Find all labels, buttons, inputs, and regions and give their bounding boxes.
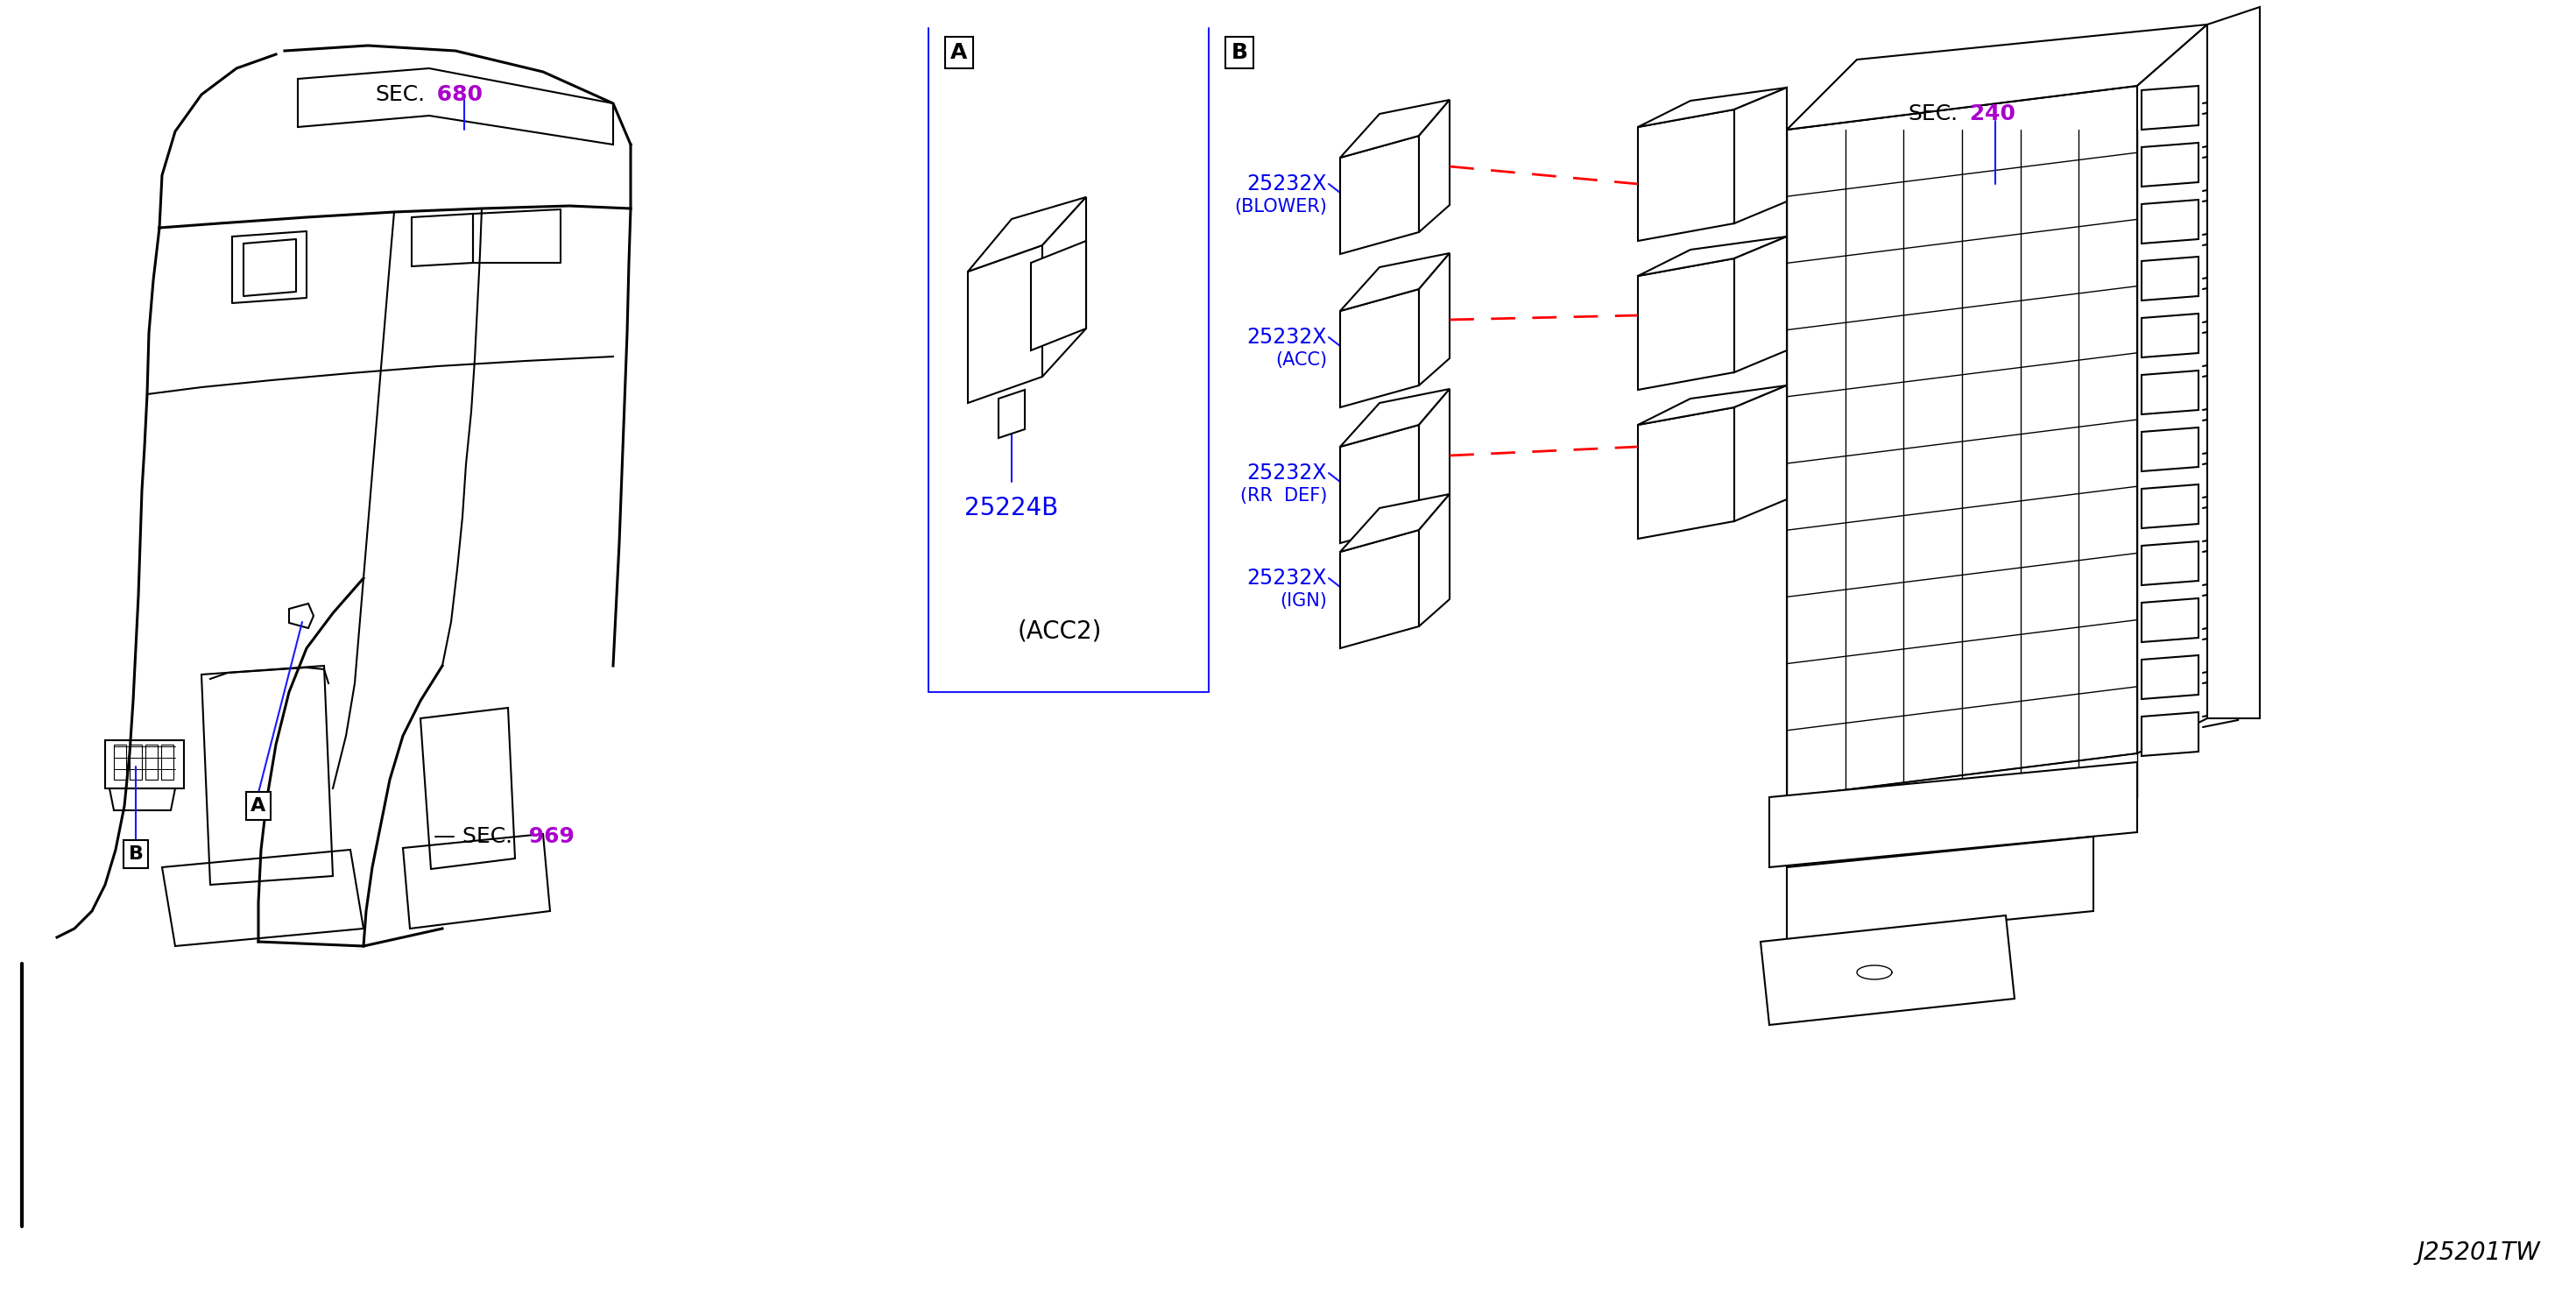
Polygon shape [1043,198,1087,377]
Polygon shape [1734,237,1788,372]
Polygon shape [2141,256,2197,300]
Polygon shape [1340,494,1450,552]
Text: (IGN): (IGN) [1280,593,1327,610]
Polygon shape [1770,762,2138,867]
Polygon shape [1419,494,1450,627]
Polygon shape [969,246,1043,403]
Text: SEC.: SEC. [374,84,425,105]
Polygon shape [1340,100,1450,157]
Polygon shape [1340,530,1419,649]
Polygon shape [2141,712,2197,757]
Polygon shape [2141,313,2197,358]
Polygon shape [999,390,1025,438]
Text: — SEC.: — SEC. [433,826,513,848]
Polygon shape [1788,837,2094,941]
Polygon shape [2141,370,2197,415]
Polygon shape [2141,541,2197,585]
Polygon shape [1419,389,1450,521]
Text: B: B [129,845,144,863]
Polygon shape [2141,86,2197,130]
Polygon shape [2141,200,2197,243]
Polygon shape [1638,109,1734,240]
Text: J25201TW: J25201TW [2416,1240,2540,1265]
Polygon shape [1638,259,1734,390]
Text: 680: 680 [430,84,482,105]
Text: 25232X: 25232X [1247,463,1327,484]
Polygon shape [1030,240,1087,351]
Polygon shape [1788,86,2138,797]
Polygon shape [2141,655,2197,699]
Polygon shape [969,198,1087,272]
Polygon shape [1340,289,1419,407]
Polygon shape [1340,135,1419,253]
Text: 969: 969 [520,826,574,848]
Text: 25232X: 25232X [1247,568,1327,589]
Polygon shape [2141,143,2197,187]
Polygon shape [2141,428,2197,472]
Polygon shape [1340,253,1450,311]
Text: B: B [1231,42,1247,64]
Text: (ACC): (ACC) [1275,351,1327,369]
Polygon shape [1340,425,1419,543]
Text: (RR  DEF): (RR DEF) [1239,487,1327,504]
Polygon shape [2141,598,2197,642]
Text: SEC.: SEC. [1909,104,1958,125]
Polygon shape [1734,385,1788,521]
Polygon shape [2138,25,2208,754]
Text: A: A [250,797,265,815]
Polygon shape [1734,87,1788,224]
Polygon shape [1340,389,1450,447]
Polygon shape [1419,100,1450,233]
Polygon shape [1788,25,2208,130]
Text: (ACC2): (ACC2) [1018,619,1103,644]
Text: 25232X: 25232X [1247,173,1327,195]
Polygon shape [1638,385,1788,425]
Text: A: A [951,42,969,64]
Polygon shape [1638,87,1788,127]
Polygon shape [2208,6,2259,719]
Polygon shape [2141,485,2197,528]
Polygon shape [1638,407,1734,538]
Text: (BLOWER): (BLOWER) [1234,198,1327,216]
Polygon shape [1419,253,1450,385]
Text: 240: 240 [1963,104,2014,125]
Polygon shape [1759,915,2014,1024]
Polygon shape [1638,237,1788,276]
Text: 25232X: 25232X [1247,326,1327,348]
Text: 25224B: 25224B [963,495,1059,520]
